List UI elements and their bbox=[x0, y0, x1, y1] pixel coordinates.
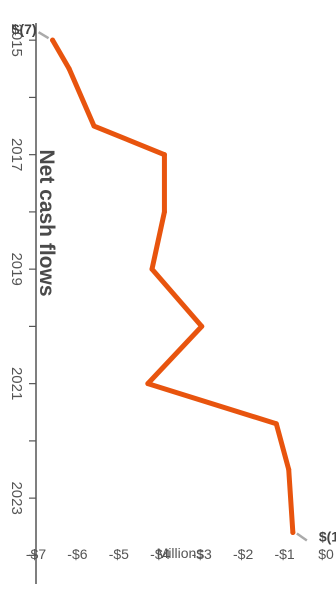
data-point bbox=[50, 37, 56, 43]
data-point bbox=[66, 66, 72, 72]
y-axis: $0 -$1 -$2 -$3 -$4 -$5 -$6 -$7 bbox=[26, 546, 334, 562]
rotated-plot: Net cash flows 2015 2017 2019 2021 2023 $0 -$… bbox=[8, 21, 336, 584]
data-point bbox=[145, 381, 151, 387]
y-tick-label: -$3 bbox=[192, 546, 212, 562]
x-tick-label: 2017 bbox=[8, 138, 25, 171]
annotation-label: $(1) bbox=[319, 528, 336, 544]
y-tick-label: -$7 bbox=[26, 546, 46, 562]
x-tick-label: 2019 bbox=[8, 252, 25, 285]
y-tick-label: $0 bbox=[318, 546, 334, 562]
y-tick-label: -$1 bbox=[274, 546, 294, 562]
y-tick-label: -$5 bbox=[109, 546, 129, 562]
y-tick-label: -$6 bbox=[67, 546, 87, 562]
data-point bbox=[273, 421, 279, 427]
series-line bbox=[50, 37, 296, 535]
x-tick-label: 2023 bbox=[8, 481, 25, 514]
x-axis-ticks: 2015 2017 2019 2021 2023 bbox=[8, 23, 36, 556]
annotation-leader bbox=[37, 31, 50, 40]
data-point bbox=[290, 529, 296, 535]
series-layer bbox=[50, 37, 296, 535]
x-axis: 2015 2017 2019 2021 2023 bbox=[8, 23, 37, 584]
data-point bbox=[149, 266, 155, 272]
chart-title: Net cash flows bbox=[35, 149, 58, 296]
data-point bbox=[161, 209, 167, 215]
data-point bbox=[91, 123, 97, 129]
y-tick-label: -$4 bbox=[150, 546, 170, 562]
x-tick-label: 2015 bbox=[8, 23, 25, 56]
y-tick-label: -$2 bbox=[233, 546, 253, 562]
data-point bbox=[286, 467, 292, 473]
annotation-layer: $(7) $(1) bbox=[12, 21, 336, 544]
data-point bbox=[199, 323, 205, 329]
x-tick-label: 2021 bbox=[8, 367, 25, 400]
annotation-label: $(7) bbox=[12, 21, 37, 37]
annotation-leader bbox=[296, 532, 308, 542]
data-point bbox=[161, 152, 167, 158]
y-axis-label: Millions bbox=[157, 545, 204, 561]
